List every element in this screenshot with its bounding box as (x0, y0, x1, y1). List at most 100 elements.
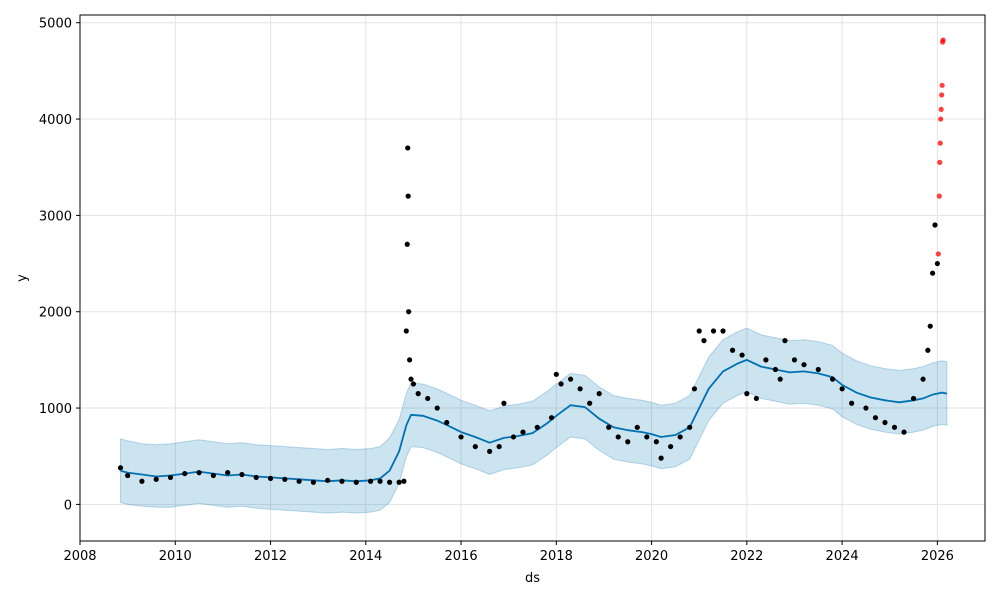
observed-point (401, 478, 407, 484)
y-tick-label: 2000 (39, 306, 72, 321)
observed-point (167, 474, 174, 481)
observed-point (282, 476, 288, 482)
observed-point (577, 386, 583, 392)
x-tick-label: 2008 (63, 549, 96, 564)
observed-point (920, 376, 926, 382)
observed-point (534, 424, 540, 430)
x-axis-ticks: 2008 2010 2012 2014 2016 2018 2020 2022 2024 2026 (63, 541, 954, 564)
observed-point (677, 434, 683, 440)
observed-point (910, 395, 917, 402)
x-tick-label: 2014 (349, 549, 382, 564)
y-tick-label: 5000 (39, 17, 72, 32)
observed-point (763, 357, 769, 363)
observed-point (653, 439, 659, 445)
observed-point (425, 395, 431, 402)
x-tick-label: 2024 (826, 549, 859, 564)
outlier-point (939, 92, 945, 98)
observed-point (444, 419, 450, 426)
observed-point (849, 400, 855, 406)
observed-point (739, 352, 745, 358)
grid-lines (79, 15, 985, 541)
observed-point (772, 366, 779, 373)
x-tick-label: 2022 (730, 549, 763, 564)
observed-point (239, 471, 245, 478)
observed-point (296, 478, 302, 484)
observed-point (182, 470, 188, 477)
observed-point (687, 424, 693, 430)
observed-point (634, 424, 640, 430)
outlier-point (939, 82, 945, 88)
observed-point (901, 429, 907, 435)
observed-point (520, 429, 526, 435)
observed-point (777, 376, 783, 382)
observed-point (729, 347, 736, 353)
y-axis-ticks: 0 1000 2000 3000 4000 5000 (39, 17, 80, 513)
plot-frame (79, 14, 986, 542)
observed-point (782, 338, 788, 344)
observed-point (934, 260, 940, 267)
observed-point (925, 347, 931, 353)
x-tick-label: 2018 (540, 549, 573, 564)
observed-point (606, 424, 612, 430)
observed-point (658, 455, 664, 461)
observed-point (720, 328, 726, 334)
observed-point (404, 241, 410, 247)
observed-point (415, 391, 421, 397)
observed-point (596, 391, 602, 397)
outlier-point (940, 37, 946, 43)
observed-point (458, 434, 464, 440)
observed-point (353, 479, 359, 485)
observed-point (744, 391, 750, 397)
observed-point (691, 386, 698, 392)
observed-point (863, 405, 869, 411)
observed-point (403, 328, 409, 334)
observed-point (801, 362, 807, 368)
observed-point (927, 323, 933, 329)
x-tick-label: 2010 (159, 549, 192, 564)
observed-point (367, 478, 374, 484)
outlier-points-layer (935, 37, 946, 257)
observed-point (501, 400, 507, 406)
observed-point (325, 477, 331, 483)
observed-point (225, 470, 231, 476)
observed-point (644, 434, 650, 440)
outlier-point (937, 159, 943, 165)
observed-point (710, 328, 717, 334)
y-tick-label: 1000 (39, 402, 72, 417)
observed-point (210, 472, 216, 479)
uncertainty-band (120, 327, 948, 514)
x-tick-label: 2020 (635, 549, 668, 564)
observed-point (487, 448, 493, 455)
observed-point (405, 193, 411, 199)
observed-point (406, 309, 412, 315)
observed-point (696, 328, 702, 334)
observed-point (753, 395, 759, 402)
observed-point (496, 443, 502, 450)
observed-point (791, 357, 798, 363)
observed-point (408, 376, 414, 382)
outlier-point (936, 193, 942, 199)
x-tick-label: 2026 (921, 549, 954, 564)
observed-point (472, 443, 478, 450)
observed-point (625, 439, 631, 445)
observed-point (872, 415, 879, 421)
y-tick-label: 0 (64, 498, 72, 513)
observed-point (815, 366, 821, 373)
observed-point (267, 475, 274, 481)
observed-point (153, 476, 159, 482)
observed-point (558, 381, 564, 387)
observed-point (668, 443, 674, 450)
observed-point (701, 338, 707, 344)
observed-points-layer (117, 145, 940, 485)
observed-point (139, 478, 145, 484)
observed-point (930, 270, 936, 276)
observed-point (615, 434, 621, 440)
observed-point (410, 381, 417, 387)
observed-point (839, 386, 845, 392)
x-tick-label: 2012 (254, 549, 287, 564)
outlier-point (937, 140, 943, 146)
observed-point (377, 478, 383, 484)
uncertainty-band-layer (120, 327, 948, 514)
observed-point (339, 478, 345, 484)
y-tick-label: 4000 (39, 113, 72, 128)
